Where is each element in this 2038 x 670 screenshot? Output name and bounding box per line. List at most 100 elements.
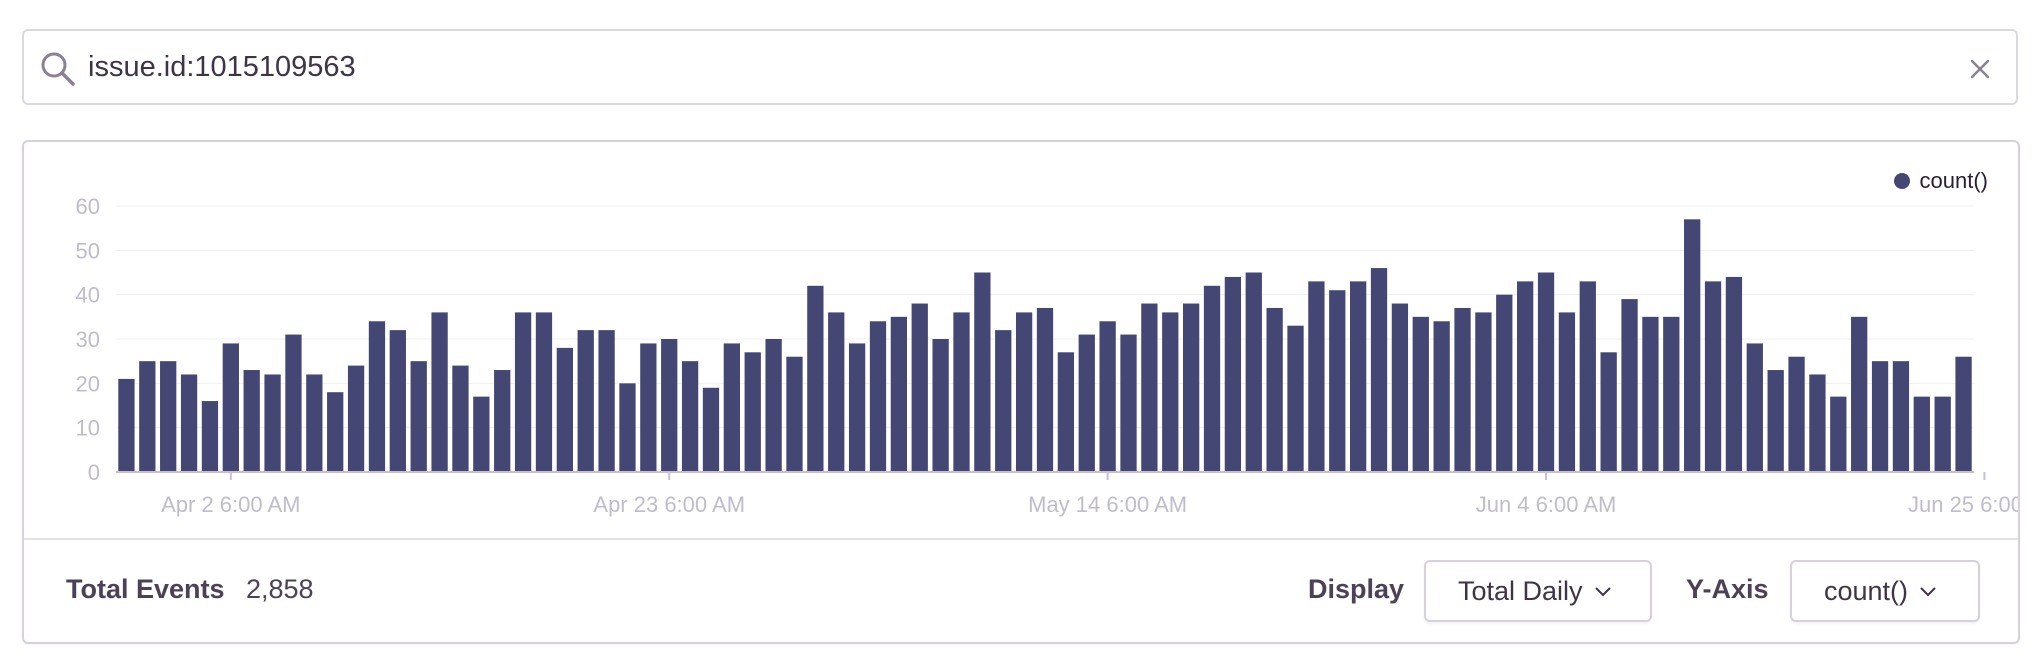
bar <box>1454 307 1471 472</box>
bar <box>1162 312 1179 472</box>
bar <box>1579 281 1596 472</box>
bar <box>389 330 406 472</box>
search-icon <box>41 52 75 86</box>
chevron-down-icon <box>1594 587 1611 597</box>
bar <box>118 378 135 472</box>
bar <box>932 339 949 472</box>
chart-panel: 0 10 20 30 40 50 60 Apr 2 6:00 AM Apr 23 6:00 AM… <box>22 140 2020 644</box>
bar <box>1621 299 1638 472</box>
bar <box>1537 272 1555 472</box>
bar <box>744 352 761 472</box>
bar <box>410 361 427 472</box>
bar <box>661 339 678 472</box>
bar <box>619 383 636 472</box>
y-tick-label: 10 <box>76 416 100 441</box>
bar <box>890 316 908 472</box>
x-tick-label: Jun 25 6:00 AM <box>1908 492 2018 517</box>
bar <box>1203 285 1221 472</box>
bar <box>1036 307 1054 472</box>
bar <box>1851 316 1868 472</box>
bar <box>1892 361 1910 472</box>
yaxis-dropdown[interactable]: count() <box>1790 560 1980 622</box>
bar <box>535 312 553 472</box>
bar <box>180 374 198 472</box>
bar <box>1120 334 1137 472</box>
y-tick-label: 20 <box>76 371 100 396</box>
search-input[interactable] <box>88 41 1938 93</box>
bar <box>723 343 740 472</box>
x-tick-label: May 14 6:00 AM <box>1028 492 1187 517</box>
bar <box>1496 294 1513 472</box>
bar <box>347 365 365 472</box>
bar <box>327 392 344 472</box>
chart-legend[interactable]: count() <box>1893 168 1988 194</box>
display-label: Display <box>1308 574 1405 604</box>
bar <box>1746 343 1763 472</box>
bar <box>201 401 219 472</box>
bar <box>995 330 1012 472</box>
chevron-down-icon <box>1920 587 1936 597</box>
bar <box>1934 396 1951 472</box>
bar <box>1245 272 1262 472</box>
bar <box>1141 303 1158 472</box>
bar <box>1287 325 1304 472</box>
bar <box>1788 356 1805 472</box>
bar <box>264 374 281 472</box>
chart-footer: Total Events 2,858 Display Total Daily Y… <box>24 538 2018 642</box>
bar <box>1329 290 1346 472</box>
bar <box>1078 334 1095 472</box>
bar <box>285 334 302 472</box>
bar <box>1182 303 1200 472</box>
yaxis-label: Y-Axis <box>1686 574 1769 604</box>
close-icon[interactable] <box>1962 51 1998 87</box>
bar <box>1224 276 1242 472</box>
bar <box>911 303 928 472</box>
bar <box>1015 312 1033 472</box>
bar <box>556 347 573 472</box>
bar <box>139 361 156 472</box>
bar <box>598 330 615 472</box>
x-tick-label: Apr 23 6:00 AM <box>593 492 745 517</box>
y-tick-label: 30 <box>76 327 100 352</box>
bar <box>1475 312 1492 472</box>
bar <box>306 374 323 472</box>
bar <box>514 312 532 472</box>
bar <box>702 387 720 472</box>
total-events-label: Total Events <box>66 574 225 604</box>
bar <box>1266 307 1283 472</box>
bar <box>473 396 490 472</box>
display-dropdown[interactable]: Total Daily <box>1424 560 1652 622</box>
events-bar-chart: 0 10 20 30 40 50 60 Apr 2 6:00 AM Apr 23 6:00 AM… <box>76 194 2018 517</box>
y-tick-label: 40 <box>76 283 100 308</box>
bar <box>953 312 970 472</box>
bar <box>1913 396 1930 472</box>
bar <box>1412 316 1429 472</box>
legend-dot-icon <box>1893 173 1910 189</box>
bar <box>1350 281 1367 472</box>
bar <box>1099 321 1116 472</box>
bar <box>1809 374 1826 472</box>
bar <box>1767 370 1784 472</box>
bar <box>1663 316 1680 472</box>
bar <box>1600 352 1617 472</box>
bar <box>577 330 594 472</box>
bar <box>1517 281 1534 472</box>
bar <box>1057 352 1075 472</box>
bar <box>494 370 511 472</box>
search-bar[interactable] <box>22 29 2018 105</box>
bar <box>1684 219 1701 472</box>
bar <box>786 356 803 472</box>
bar <box>1955 356 1972 472</box>
bar <box>1308 281 1325 472</box>
bar <box>848 343 866 472</box>
bar <box>160 361 177 472</box>
bar <box>1725 276 1743 472</box>
x-tick-label: Apr 2 6:00 AM <box>161 492 300 517</box>
bar <box>1642 316 1659 472</box>
bar <box>1370 268 1388 472</box>
bar <box>1704 281 1722 472</box>
bar <box>431 312 448 472</box>
legend-label: count() <box>1919 168 1988 193</box>
bar <box>869 321 887 472</box>
bar <box>974 272 991 472</box>
